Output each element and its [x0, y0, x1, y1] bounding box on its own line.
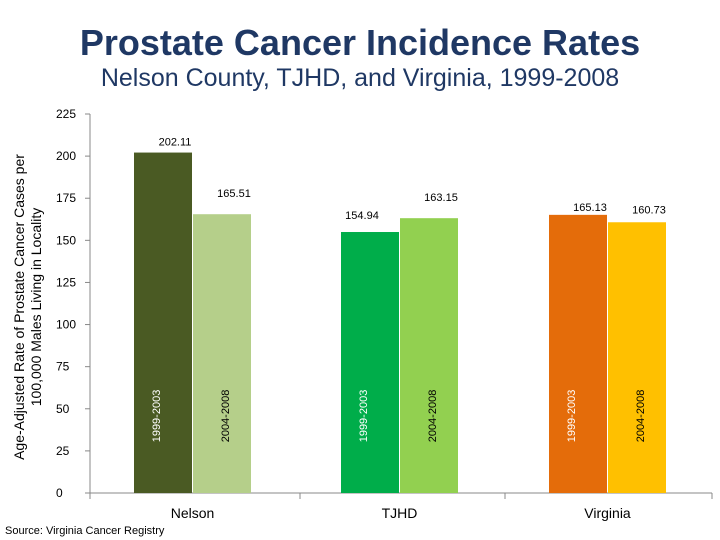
y-axis-label-line-2: 100,000 Males Living in Locality	[28, 208, 44, 406]
bar-tjhd-1999-2003	[341, 232, 399, 493]
y-tick-label: 200	[56, 149, 76, 163]
y-tick-label: 125	[56, 275, 76, 289]
bar-period-label: 1999-2003	[151, 390, 163, 443]
y-tick-label: 0	[56, 486, 63, 500]
bar-virginia-1999-2003	[549, 214, 607, 493]
y-tick-label: 175	[56, 191, 76, 205]
data-label: 165.13	[573, 202, 607, 214]
bar-virginia-2004-2008	[608, 222, 666, 493]
data-label: 154.94	[345, 210, 379, 222]
y-tick-label: 100	[56, 318, 76, 332]
y-tick-label: 225	[56, 107, 76, 121]
y-tick-label: 75	[56, 360, 70, 374]
bar-nelson-2004-2008	[193, 214, 251, 494]
bar-period-label: 2004-2008	[635, 390, 647, 443]
y-tick-label: 25	[56, 444, 70, 458]
chart-title: Prostate Cancer Incidence Rates	[79, 22, 641, 63]
source-note: Source: Virginia Cancer Registry	[5, 525, 165, 537]
y-axis-label-line-1: Age-Adjusted Rate of Prostate Cancer Cas…	[11, 154, 27, 460]
x-category-label: Nelson	[171, 505, 215, 521]
y-tick-label: 50	[56, 402, 70, 416]
data-label: 165.51	[217, 188, 251, 200]
data-label: 202.11	[159, 137, 192, 149]
chart-subtitle: Nelson County, TJHD, and Virginia, 1999-…	[100, 64, 620, 92]
bar-period-label: 1999-2003	[358, 390, 370, 443]
bar-period-label: 1999-2003	[566, 390, 578, 443]
bar-tjhd-2004-2008	[400, 218, 458, 493]
data-label: 163.15	[424, 192, 458, 204]
bar-period-label: 2004-2008	[427, 390, 439, 443]
y-tick-label: 150	[56, 233, 76, 247]
x-category-label: Virginia	[584, 505, 631, 521]
x-category-label: TJHD	[382, 505, 418, 521]
bar-nelson-1999-2003	[134, 152, 192, 493]
bar-period-label: 2004-2008	[220, 390, 232, 443]
data-label: 160.73	[632, 204, 666, 216]
